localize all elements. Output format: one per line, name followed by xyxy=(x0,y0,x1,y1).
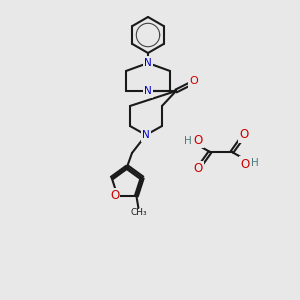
Text: O: O xyxy=(240,158,250,170)
Text: H: H xyxy=(184,136,192,146)
Text: H: H xyxy=(251,158,259,168)
Text: O: O xyxy=(239,128,249,142)
Text: O: O xyxy=(194,134,202,146)
Text: O: O xyxy=(110,189,119,203)
Text: O: O xyxy=(190,76,198,86)
Text: O: O xyxy=(194,163,202,176)
Text: N: N xyxy=(144,58,152,68)
Text: N: N xyxy=(144,86,152,96)
Text: N: N xyxy=(142,130,150,140)
Text: CH₃: CH₃ xyxy=(130,208,147,217)
